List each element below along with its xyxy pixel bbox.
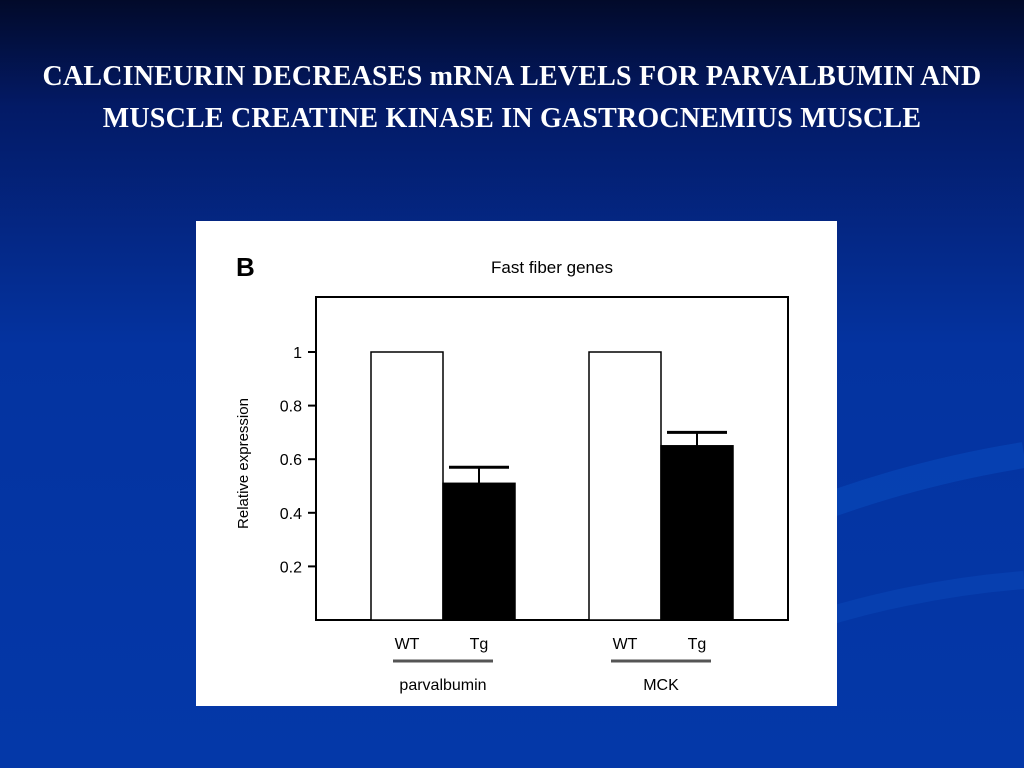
y-tick-label: 1 (293, 345, 302, 362)
group-label-parvalbumin: parvalbumin (399, 677, 486, 694)
wt-bar-mck (588, 351, 662, 621)
bar-chart: B Fast fiber genes Relative expression 0.2 0… (235, 252, 789, 694)
panel-label: B (236, 252, 255, 282)
chart-title: Fast fiber genes (491, 258, 613, 277)
wt-bar-parvalbumin (370, 351, 444, 621)
y-tick-label: 0.8 (280, 399, 302, 416)
y-tick-label: 0.2 (280, 559, 302, 576)
group-label-mck: MCK (643, 677, 679, 694)
x-tick-label-wt: WT (395, 636, 420, 653)
tg-bar-mck (660, 445, 734, 621)
figure-panel: B Fast fiber genes Relative expression 0.2 0… (196, 221, 837, 706)
y-tick-label: 0.6 (280, 452, 302, 469)
y-axis-label: Relative expression (235, 398, 252, 529)
x-tick-label-tg: Tg (688, 636, 707, 653)
y-tick-label: 0.4 (280, 506, 302, 523)
slide-title: CALCINEURIN DECREASES mRNA LEVELS FOR PA… (42, 61, 982, 134)
x-tick-label-tg: Tg (470, 636, 489, 653)
x-tick-label-wt: WT (613, 636, 638, 653)
tg-bar-parvalbumin (442, 482, 516, 621)
